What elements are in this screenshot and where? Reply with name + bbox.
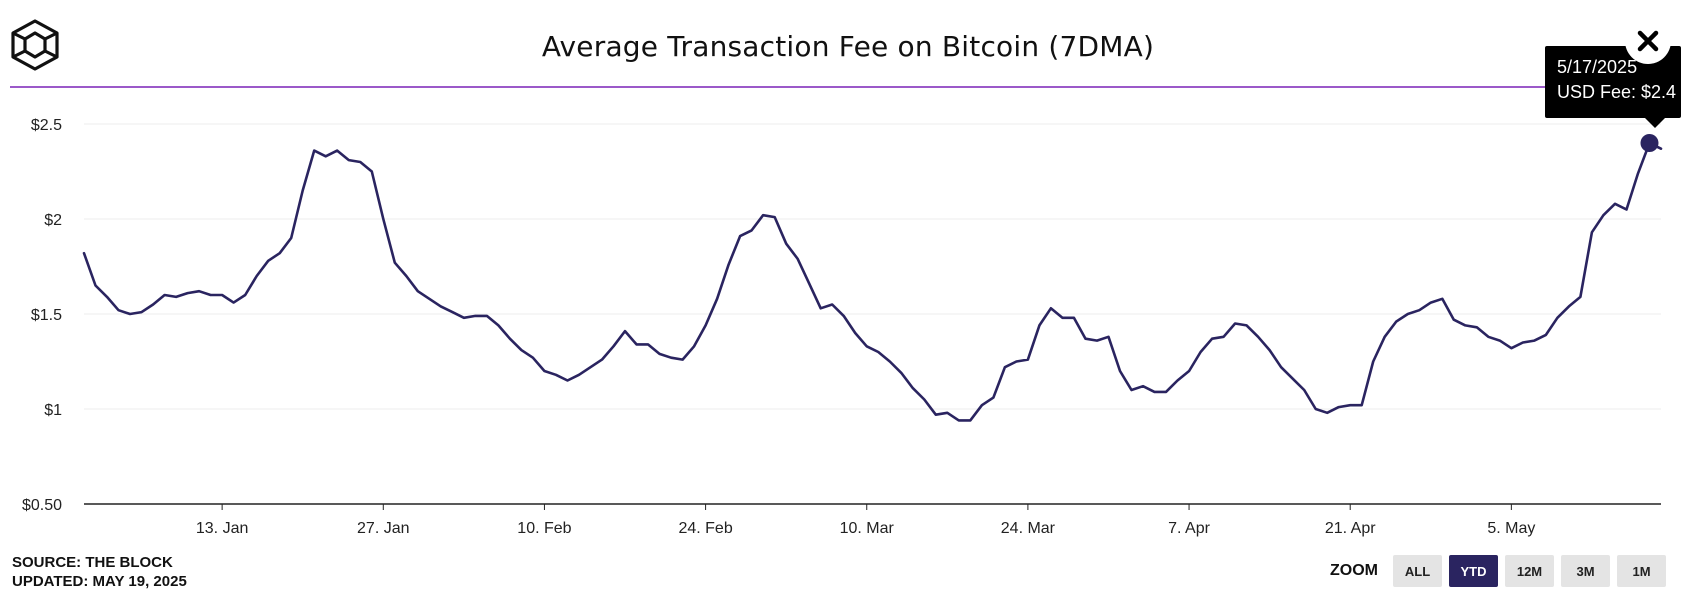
updated-label: UPDATED: MAY 19, 2025 xyxy=(12,573,187,590)
x-tick-label: 10. Mar xyxy=(840,520,895,537)
x-tick-label: 24. Feb xyxy=(678,520,732,537)
y-tick-label: $2 xyxy=(44,212,62,229)
x-tick-label: 21. Apr xyxy=(1325,520,1376,537)
zoom-all-button[interactable]: ALL xyxy=(1393,555,1442,587)
x-tick-label: 5. May xyxy=(1487,520,1535,537)
y-tick-label: $1 xyxy=(44,402,62,419)
x-tick-label: 27. Jan xyxy=(357,520,409,537)
x-tick-label: 7. Apr xyxy=(1168,520,1210,537)
highlight-point xyxy=(1640,134,1659,152)
chart-title: Average Transaction Fee on Bitcoin (7DMA… xyxy=(541,30,1155,63)
zoom-controls: ZOOM ALL YTD 12M 3M 1M xyxy=(1330,554,1673,588)
tooltip-date: 5/17/2025 xyxy=(1557,57,1638,77)
y-tick-label: $2.5 xyxy=(31,117,62,134)
header-divider xyxy=(10,86,1616,88)
zoom-1m-button[interactable]: 1M xyxy=(1617,555,1666,587)
close-icon xyxy=(1637,30,1659,52)
zoom-label: ZOOM xyxy=(1330,562,1378,579)
x-tick-label: 13. Jan xyxy=(196,520,248,537)
series-line xyxy=(82,141,1663,422)
tooltip-value: USD Fee: $2.4 xyxy=(1557,82,1677,102)
y-tick-label: $1.5 xyxy=(31,307,62,324)
x-tick-label: 10. Feb xyxy=(517,520,571,537)
y-tick-label: $0.50 xyxy=(22,497,62,514)
close-button[interactable] xyxy=(1625,18,1671,64)
source-label: SOURCE: THE BLOCK xyxy=(12,554,173,571)
the-block-cube-logo-icon xyxy=(11,19,59,71)
zoom-ytd-button[interactable]: YTD xyxy=(1449,555,1498,587)
zoom-3m-button[interactable]: 3M xyxy=(1561,555,1610,587)
x-tick-label: 24. Mar xyxy=(1001,520,1056,537)
source-note: SOURCE: THE BLOCK UPDATED: MAY 19, 2025 xyxy=(12,553,187,591)
zoom-12m-button[interactable]: 12M xyxy=(1505,555,1554,587)
